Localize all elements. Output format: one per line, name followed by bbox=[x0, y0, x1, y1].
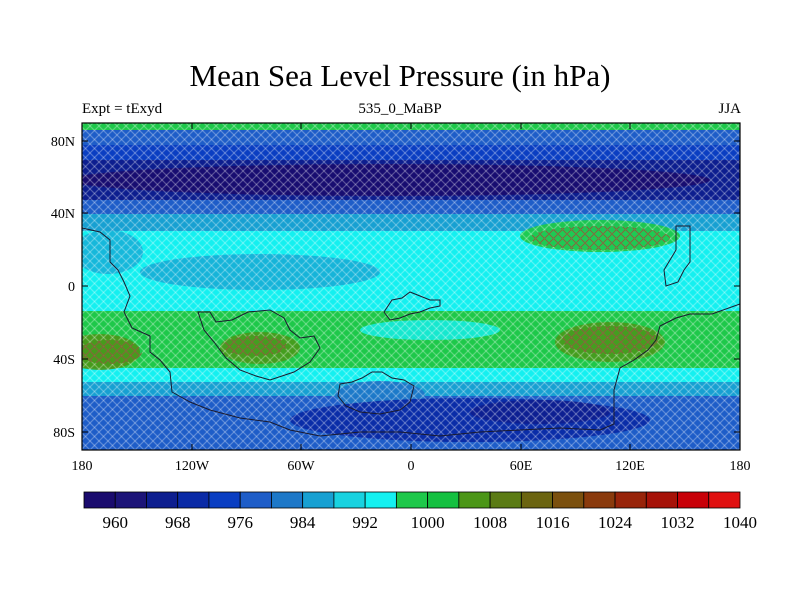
colorbar-swatch bbox=[583, 491, 616, 509]
hatched-high-north bbox=[530, 226, 670, 250]
colorbar-label: 976 bbox=[227, 513, 253, 532]
y-tick-label: 40N bbox=[51, 207, 75, 222]
experiment-label: Expt = tExyd bbox=[82, 101, 163, 117]
coastline-northeast-block bbox=[663, 225, 691, 287]
colorbar-swatch bbox=[677, 491, 710, 509]
y-tick-label: 0 bbox=[68, 280, 75, 295]
hatched-high-se bbox=[562, 326, 658, 354]
colorbar-swatch bbox=[177, 491, 210, 509]
x-tick-label: 180 bbox=[72, 459, 93, 474]
colorbar-labels: 960 968 976 984 992 1000 1008 1016 1024 1032 1040 bbox=[102, 513, 757, 532]
colorbar-swatch bbox=[708, 491, 741, 509]
colorbar-swatch bbox=[458, 491, 491, 509]
colorbar-label: 1016 bbox=[536, 513, 570, 532]
colorbar-swatch bbox=[302, 491, 335, 509]
colorbar-label: 960 bbox=[102, 513, 128, 532]
colorbar-swatch bbox=[208, 491, 241, 509]
colorbar-label: 1032 bbox=[661, 513, 695, 532]
colorbar-swatch bbox=[114, 491, 147, 509]
colorbar-swatch bbox=[520, 491, 553, 509]
colorbar-swatch bbox=[645, 491, 678, 509]
colorbar-swatch bbox=[614, 491, 647, 509]
colorbar-swatch bbox=[489, 491, 522, 509]
colorbar-label: 968 bbox=[165, 513, 191, 532]
colorbar bbox=[83, 491, 741, 509]
x-tick-label: 120E bbox=[615, 459, 645, 474]
colorbar-swatch bbox=[146, 491, 179, 509]
coastline-main bbox=[82, 227, 740, 437]
coastlines bbox=[82, 225, 740, 437]
colorbar-swatch bbox=[552, 491, 585, 509]
y-tick-labels: 80N 40N 0 40S 80S bbox=[51, 135, 75, 441]
colorbar-label: 1040 bbox=[723, 513, 757, 532]
colorbar-swatch bbox=[427, 491, 460, 509]
colorbar-swatch bbox=[83, 491, 116, 509]
colorbar-swatch bbox=[271, 491, 304, 509]
y-tick-label: 80S bbox=[53, 426, 75, 441]
colorbar-label: 1000 bbox=[411, 513, 445, 532]
map-title: Mean Sea Level Pressure (in hPa) bbox=[189, 58, 611, 93]
hatched-high-sc bbox=[223, 336, 287, 356]
x-tick-marks bbox=[191, 123, 631, 450]
colorbar-label: 1024 bbox=[598, 513, 633, 532]
colorbar-swatch bbox=[333, 491, 366, 509]
y-tick-label: 80N bbox=[51, 135, 75, 150]
x-tick-label: 60W bbox=[287, 459, 315, 474]
x-tick-label: 60E bbox=[510, 459, 533, 474]
coastline-south-america bbox=[197, 309, 321, 381]
coastline-antarctic-block bbox=[337, 371, 415, 415]
x-tick-label: 180 bbox=[730, 459, 751, 474]
hatching-overlay bbox=[82, 123, 740, 450]
run-label: 535_0_MaBP bbox=[358, 101, 442, 117]
colorbar-swatch bbox=[239, 491, 272, 509]
x-tick-label: 0 bbox=[408, 459, 415, 474]
y-tick-label: 40S bbox=[53, 353, 75, 368]
x-tick-label: 120W bbox=[175, 459, 210, 474]
season-label: JJA bbox=[718, 101, 741, 117]
coastline-africa-island bbox=[383, 291, 441, 321]
colorbar-swatch bbox=[395, 491, 429, 509]
colorbar-swatch bbox=[364, 491, 397, 509]
x-tick-labels: 180 120W 60W 0 60E 120E 180 bbox=[72, 459, 751, 474]
pressure-field bbox=[82, 123, 740, 450]
colorbar-label: 992 bbox=[352, 513, 378, 532]
colorbar-label: 984 bbox=[290, 513, 316, 532]
hatched-high-sw bbox=[82, 340, 142, 364]
y-tick-marks bbox=[82, 140, 740, 433]
colorbar-label: 1008 bbox=[473, 513, 507, 532]
